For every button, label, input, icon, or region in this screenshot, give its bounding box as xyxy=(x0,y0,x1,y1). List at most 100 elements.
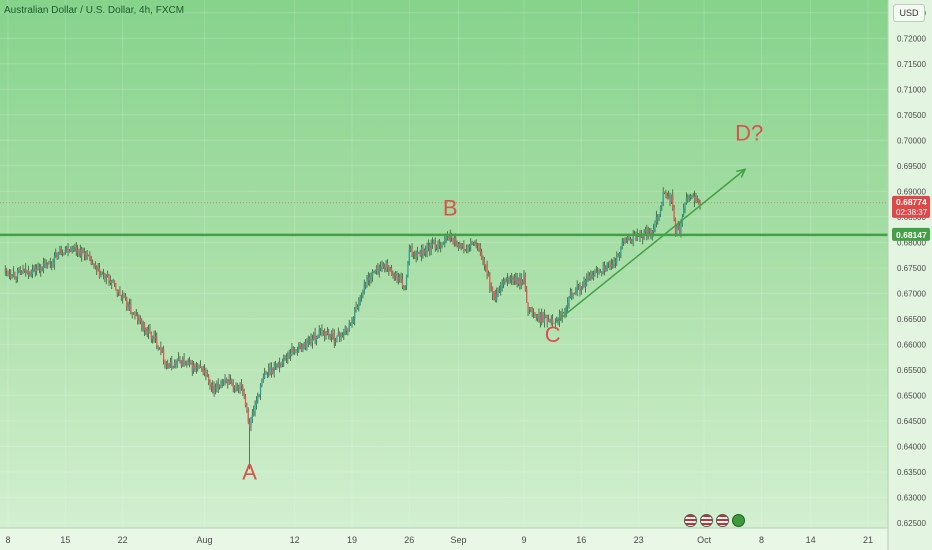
candle-body xyxy=(233,386,236,388)
candle-body xyxy=(550,319,552,323)
candle-body xyxy=(137,315,139,322)
candle-body xyxy=(146,328,148,334)
candle-body xyxy=(212,386,214,394)
candle-body xyxy=(309,339,311,341)
candle-body xyxy=(191,362,193,372)
x-tick-label: 8 xyxy=(759,535,764,545)
us-flag-icon[interactable] xyxy=(716,514,729,527)
candle-body xyxy=(134,312,136,315)
candle-body xyxy=(139,318,142,322)
candle-body xyxy=(377,266,379,274)
candle-body xyxy=(437,244,439,247)
candle-body xyxy=(255,400,258,405)
candle-body xyxy=(481,251,483,260)
candle-body xyxy=(617,255,619,258)
candle-body xyxy=(106,274,109,277)
y-axis-panel[interactable] xyxy=(888,0,932,550)
us-flag-icon[interactable] xyxy=(700,514,713,527)
candle-body xyxy=(218,385,221,387)
candle-body xyxy=(272,367,274,373)
candle-body xyxy=(145,328,147,331)
x-tick-label: 15 xyxy=(60,535,70,545)
candle-body xyxy=(202,367,204,374)
candle-body xyxy=(49,263,51,265)
candle-body xyxy=(592,274,595,279)
candle-body xyxy=(311,339,314,343)
x-axis-panel[interactable] xyxy=(0,528,888,550)
pattern-label: A xyxy=(242,460,257,485)
candle-body xyxy=(505,281,507,283)
candle-body xyxy=(642,235,644,239)
x-tick-label: Aug xyxy=(197,535,213,545)
candle-body xyxy=(661,203,663,207)
candle-body xyxy=(673,208,675,220)
candle-body xyxy=(519,278,521,284)
candle-body xyxy=(389,268,391,271)
candle-body xyxy=(408,249,410,265)
candle-body xyxy=(294,351,296,353)
candle-body xyxy=(5,268,8,271)
candle-body xyxy=(74,245,76,247)
candle-body xyxy=(210,384,213,387)
candle-body xyxy=(486,265,488,274)
candle-body xyxy=(265,371,267,374)
candle-body xyxy=(440,245,442,247)
candle-body xyxy=(321,329,323,331)
candle-body xyxy=(298,344,300,352)
earnings-icon[interactable] xyxy=(732,514,745,527)
trend-line[interactable] xyxy=(556,168,746,322)
candle-body xyxy=(100,274,102,278)
candle-body xyxy=(438,244,440,246)
candle-body xyxy=(176,361,178,365)
drawings[interactable] xyxy=(0,168,888,322)
candle-body xyxy=(635,234,637,239)
candle-body xyxy=(83,252,86,255)
candle-body xyxy=(657,216,659,219)
candle-body xyxy=(545,315,547,317)
candle-body xyxy=(244,395,247,407)
candle-body xyxy=(25,268,27,273)
candle-body xyxy=(303,342,305,349)
candle-body xyxy=(531,309,533,313)
candle-body xyxy=(373,270,375,272)
candle-body xyxy=(523,274,525,282)
candle-body xyxy=(351,322,353,324)
candle-body xyxy=(315,336,318,341)
candle-body xyxy=(405,275,408,286)
candle-body xyxy=(527,302,529,311)
candle-body xyxy=(482,258,484,260)
candle-body xyxy=(10,273,12,277)
y-tick-label: 0.63500 xyxy=(897,468,926,477)
candle-body xyxy=(302,348,304,352)
candle-body xyxy=(665,193,667,197)
candle-body xyxy=(12,272,15,277)
candle-body xyxy=(624,238,626,243)
candle-body xyxy=(521,281,524,285)
candle-body xyxy=(273,367,275,373)
currency-button[interactable]: USD xyxy=(893,4,925,22)
candle-body xyxy=(560,314,562,319)
candle-body xyxy=(45,263,47,269)
candle-body xyxy=(182,359,184,366)
x-tick-label: 8 xyxy=(5,535,10,545)
candle-body xyxy=(328,333,330,337)
candle-body xyxy=(434,242,436,249)
candle-body xyxy=(359,297,361,301)
candle-body xyxy=(225,378,228,384)
candle-body xyxy=(243,390,245,396)
candle-body xyxy=(152,335,154,340)
candle-body xyxy=(112,280,114,282)
us-flag-icon[interactable] xyxy=(684,514,697,527)
candle-body xyxy=(269,368,271,375)
candle-body xyxy=(610,264,612,267)
candle-body xyxy=(235,386,237,391)
candle-body xyxy=(580,288,582,292)
y-tick-label: 0.70000 xyxy=(897,136,926,145)
candle-body xyxy=(67,247,69,253)
candle-body xyxy=(478,245,480,249)
candle-body xyxy=(449,234,451,240)
candle-body xyxy=(266,371,268,373)
